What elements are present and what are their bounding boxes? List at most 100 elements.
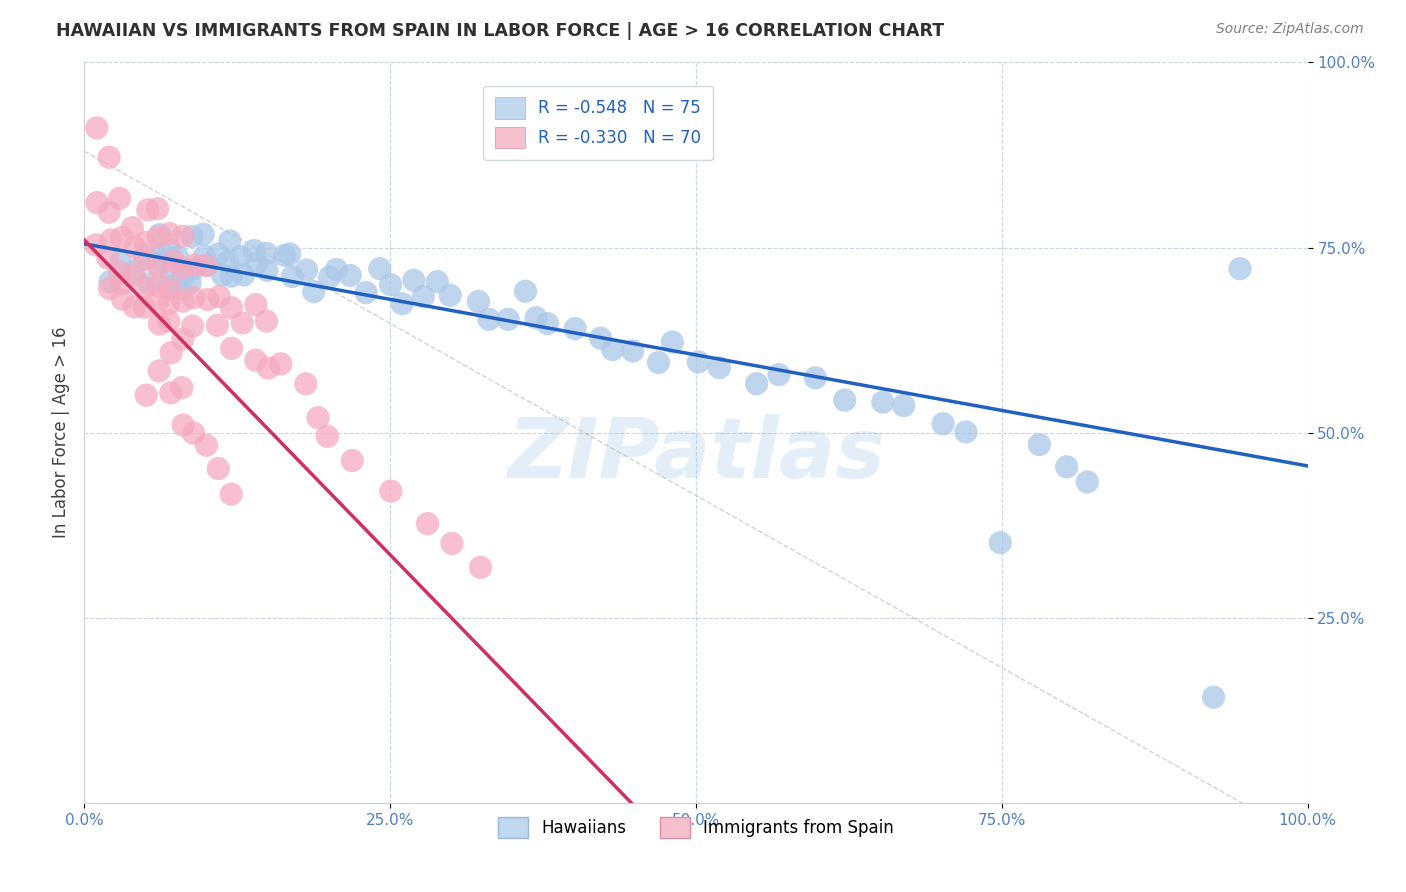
Point: [146, 294, 169, 309]
Point: [159, 385, 181, 400]
Point: [661, 334, 683, 349]
Point: [1028, 437, 1050, 451]
Point: [621, 343, 644, 358]
Point: [136, 202, 159, 217]
Point: [146, 202, 169, 216]
Point: [416, 516, 439, 531]
Point: [688, 355, 710, 369]
Point: [170, 260, 193, 275]
Point: [243, 244, 266, 258]
Point: [368, 261, 391, 276]
Point: [564, 321, 586, 335]
Point: [197, 293, 219, 307]
Point: [318, 270, 340, 285]
Point: [86, 120, 108, 135]
Point: [197, 258, 219, 272]
Point: [97, 252, 120, 266]
Point: [170, 282, 193, 296]
Point: [325, 262, 347, 277]
Point: [1202, 690, 1225, 705]
Point: [470, 560, 492, 574]
Point: [138, 277, 160, 292]
Point: [170, 381, 193, 395]
Point: [589, 331, 612, 345]
Point: [412, 289, 434, 303]
Point: [181, 319, 204, 334]
Point: [380, 277, 402, 292]
Point: [134, 300, 156, 314]
Point: [172, 268, 194, 283]
Point: [955, 425, 977, 439]
Point: [183, 258, 205, 272]
Point: [426, 275, 449, 289]
Point: [108, 191, 131, 205]
Point: [524, 310, 547, 325]
Point: [354, 285, 377, 300]
Point: [257, 361, 280, 376]
Point: [602, 343, 624, 357]
Point: [134, 248, 156, 262]
Point: [1229, 261, 1251, 276]
Point: [124, 240, 146, 254]
Point: [270, 357, 292, 371]
Point: [245, 353, 267, 368]
Point: [893, 399, 915, 413]
Point: [134, 235, 156, 250]
Point: [86, 195, 108, 210]
Point: [98, 275, 121, 289]
Point: [295, 263, 318, 277]
Point: [316, 429, 339, 443]
Point: [647, 355, 669, 369]
Point: [295, 376, 318, 391]
Point: [254, 246, 277, 260]
Point: [221, 301, 243, 315]
Point: [804, 371, 827, 385]
Point: [146, 260, 169, 274]
Point: [157, 243, 180, 257]
Point: [159, 282, 181, 296]
Point: [162, 253, 184, 268]
Point: [256, 314, 278, 328]
Point: [221, 269, 243, 284]
Point: [148, 364, 170, 378]
Point: [478, 312, 501, 326]
Point: [1056, 459, 1078, 474]
Point: [124, 264, 146, 278]
Point: [380, 484, 402, 499]
Point: [134, 252, 156, 267]
Point: [232, 268, 254, 282]
Point: [98, 150, 121, 164]
Point: [467, 294, 489, 309]
Point: [207, 461, 229, 475]
Point: [181, 229, 204, 244]
Point: [231, 316, 253, 330]
Point: [278, 247, 301, 261]
Point: [195, 259, 218, 273]
Point: [149, 227, 172, 242]
Point: [146, 256, 169, 270]
Point: [245, 257, 267, 271]
Point: [84, 238, 107, 252]
Point: [256, 263, 278, 277]
Point: [110, 255, 132, 269]
Point: [179, 276, 201, 290]
Point: [111, 277, 134, 291]
Point: [98, 281, 121, 295]
Point: [273, 248, 295, 262]
Point: [134, 280, 156, 294]
Point: [339, 268, 361, 283]
Point: [157, 314, 180, 328]
Point: [932, 417, 955, 431]
Point: [146, 230, 169, 244]
Point: [768, 368, 790, 382]
Y-axis label: In Labor Force | Age > 16: In Labor Force | Age > 16: [52, 326, 70, 539]
Point: [166, 250, 188, 264]
Point: [207, 247, 229, 261]
Point: [157, 296, 180, 310]
Point: [183, 426, 205, 441]
Point: [221, 342, 243, 356]
Point: [208, 289, 231, 303]
Point: [709, 360, 731, 375]
Point: [124, 300, 146, 314]
Point: [281, 269, 304, 284]
